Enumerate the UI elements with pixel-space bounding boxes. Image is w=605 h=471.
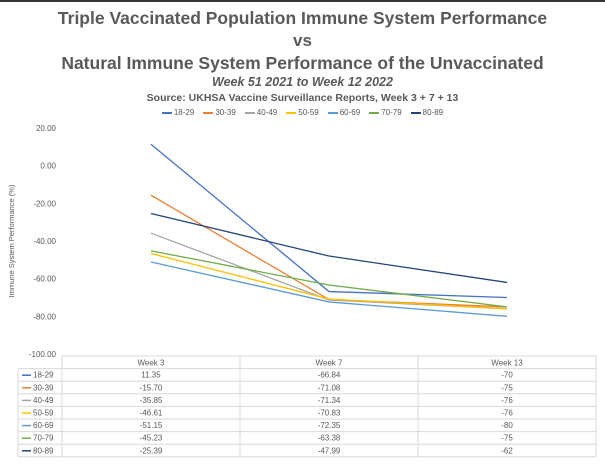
legend-swatch <box>244 111 255 114</box>
series-line-60-69 <box>150 261 508 317</box>
table-cell-value: -76 <box>501 396 513 405</box>
legend-item-30-39: 30-39 <box>203 108 236 117</box>
y-axis-title: Immune System Performance (%) <box>7 184 16 297</box>
legend-item-80-89: 80-89 <box>410 108 444 117</box>
series-line-70-79 <box>150 250 508 308</box>
table-cell-value: -47.99 <box>318 446 341 455</box>
x-category-label: Week 7 <box>316 359 344 368</box>
legend-item-60-69: 60-69 <box>327 108 361 117</box>
legend-item-70-79: 70-79 <box>369 108 402 117</box>
chart-subtitle: Week 51 2021 to Week 12 2022 <box>212 75 393 89</box>
table-cell-value: -70.83 <box>318 409 341 418</box>
series-line-18-29 <box>150 143 508 299</box>
y-tick-label: -40.00 <box>33 237 56 246</box>
top-border <box>0 0 605 2</box>
y-tick-label: -60.00 <box>33 275 56 284</box>
legend-label: 30-39 <box>215 108 236 117</box>
legend-label: 70-79 <box>381 108 402 117</box>
legend-label: 80-89 <box>422 108 444 117</box>
legend-item-50-59: 50-59 <box>286 108 319 117</box>
legend-swatch <box>203 111 214 114</box>
legend-swatch <box>286 111 297 114</box>
table-row-label: 80-89 <box>33 446 54 455</box>
table-cell-value: -63.38 <box>318 434 341 443</box>
table-row-label: 70-79 <box>33 434 54 443</box>
table-cell-value: -45.23 <box>140 434 163 443</box>
legend-label: 50-59 <box>298 108 319 117</box>
y-tick-label: -80.00 <box>33 312 56 321</box>
chart-source: Source: UKHSA Vaccine Surveillance Repor… <box>146 92 459 104</box>
table-cell-value: -51.15 <box>140 421 163 430</box>
legend-item-18-29: 18-29 <box>161 108 195 117</box>
series-line-40-49 <box>150 232 508 310</box>
table-row-label: 40-49 <box>33 396 54 405</box>
table-cell-value: -62 <box>501 446 513 455</box>
chart-title-line2: Natural Immune System Performance of the… <box>61 53 544 73</box>
table-cell-value: -25.39 <box>140 446 163 455</box>
legend-swatch <box>161 111 172 114</box>
table-row-label: 18-29 <box>33 371 54 380</box>
y-tick-label: -100.00 <box>29 350 57 359</box>
y-tick-label: 20.00 <box>36 124 57 133</box>
legend-swatch <box>327 111 338 114</box>
table-cell-value: -80 <box>501 421 513 430</box>
table-cell-value: -15.70 <box>140 383 163 392</box>
table-cell-value: -66.84 <box>318 371 341 380</box>
table-cell-value: -75 <box>501 383 513 392</box>
x-category-label: Week 13 <box>491 359 523 368</box>
series-line-50-59 <box>150 252 508 310</box>
table-cell-value: -71.34 <box>318 396 341 405</box>
legend-item-40-49: 40-49 <box>244 108 278 117</box>
table-row-label: 60-69 <box>33 421 54 430</box>
series-line-80-89 <box>150 212 508 284</box>
legend-label: 40-49 <box>256 108 278 117</box>
legend-swatch <box>369 111 380 114</box>
table-cell-value: -35.85 <box>140 396 163 405</box>
x-category-label: Week 3 <box>138 359 166 368</box>
legend: 18-29 30-39 40-49 50-59 60-69 70-79 80-89 <box>0 108 605 117</box>
table-cell-value: 11.35 <box>141 371 161 380</box>
y-tick-label: -20.00 <box>33 199 56 208</box>
table-cell-value: -72.35 <box>318 421 341 430</box>
chart-title-vs: vs <box>293 31 312 50</box>
y-tick-label: 0.00 <box>40 162 56 171</box>
table-row-label: 50-59 <box>33 409 54 418</box>
table-row-label: 30-39 <box>33 383 54 392</box>
table-cell-value: -76 <box>501 409 513 418</box>
legend-swatch <box>410 111 421 114</box>
table-cell-value: -71.08 <box>318 383 341 392</box>
legend-label: 60-69 <box>339 108 361 117</box>
table-cell-value: -75 <box>501 434 513 443</box>
legend-label: 18-29 <box>173 108 195 117</box>
series-line-30-39 <box>150 194 508 308</box>
table-cell-value: -70 <box>501 371 513 380</box>
table-cell-value: -46.61 <box>140 409 163 418</box>
chart-title: Triple Vaccinated Population Immune Syst… <box>57 8 548 28</box>
